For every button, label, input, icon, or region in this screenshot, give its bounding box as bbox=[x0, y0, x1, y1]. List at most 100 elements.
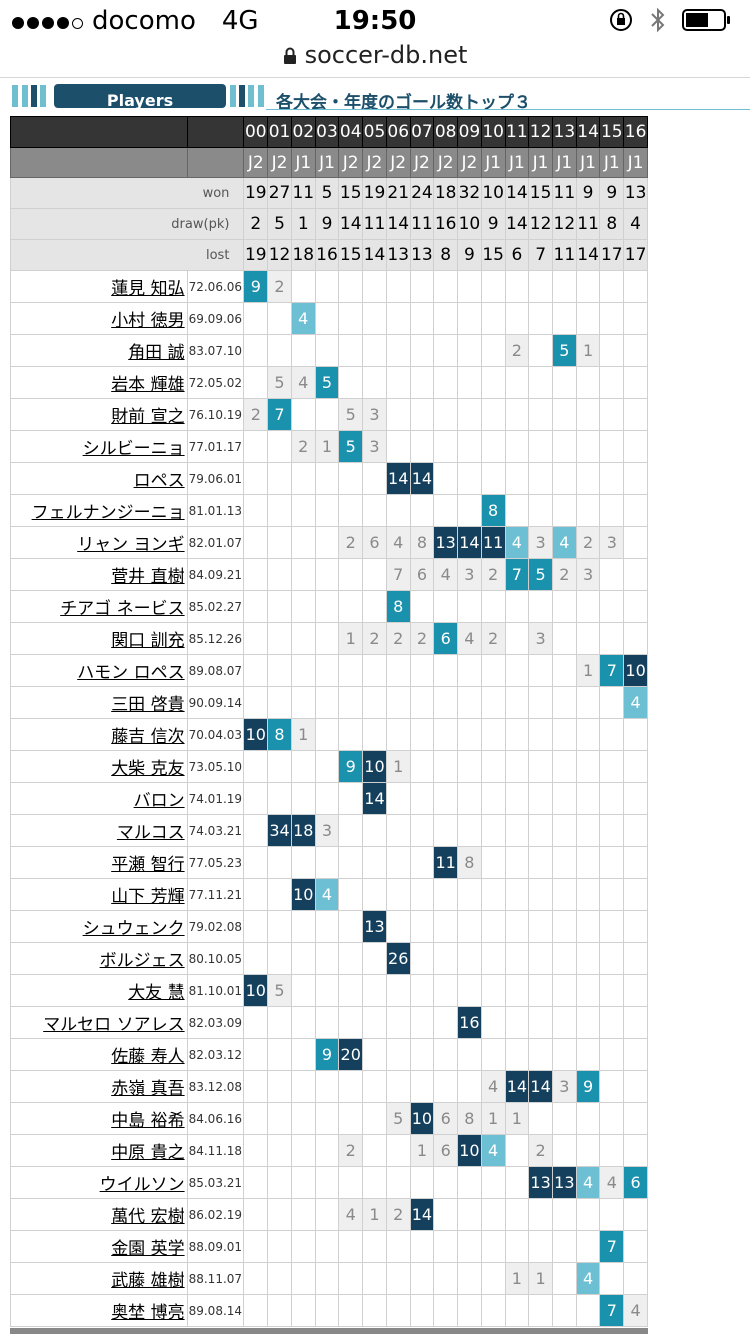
player-name-link[interactable]: 中島 裕希 bbox=[111, 1111, 185, 1131]
player-name-link[interactable]: 武藤 雄樹 bbox=[111, 1271, 185, 1291]
goal-cell bbox=[314, 1198, 340, 1231]
player-name-link[interactable]: 奥埜 博亮 bbox=[111, 1303, 185, 1323]
record-value: 12 bbox=[551, 208, 577, 240]
goal-cell: 4 bbox=[480, 1070, 506, 1103]
goal-cell bbox=[290, 1166, 316, 1199]
player-name-link[interactable]: マルコス bbox=[116, 823, 185, 843]
goal-cell bbox=[528, 398, 553, 431]
goal-cell bbox=[599, 782, 625, 815]
goal-cell: 2 bbox=[338, 1134, 364, 1167]
goal-cell bbox=[528, 366, 553, 399]
player-row: 関口 訓充 85.12.26 1 2 2 2 6 4 2 3 bbox=[10, 622, 648, 655]
player-name-link[interactable]: バロン bbox=[133, 791, 185, 811]
header-blank bbox=[10, 147, 188, 178]
goal-cell bbox=[314, 1134, 340, 1167]
player-name-link[interactable]: 萬代 宏樹 bbox=[111, 1207, 185, 1227]
players-tab[interactable]: Players bbox=[54, 84, 226, 108]
player-name-link[interactable]: シルビーニョ bbox=[82, 439, 185, 459]
goal-cell bbox=[599, 462, 625, 495]
player-name-link[interactable]: 角田 誠 bbox=[128, 343, 185, 363]
goal-cell bbox=[504, 846, 530, 879]
player-row: シルビーニョ 77.01.17 2 1 5 3 bbox=[10, 430, 648, 463]
goal-cell bbox=[623, 526, 648, 559]
player-name-link[interactable]: 関口 訓充 bbox=[111, 631, 185, 651]
goal-cell bbox=[338, 366, 364, 399]
goal-cell bbox=[267, 526, 292, 559]
record-value: 1 bbox=[290, 208, 316, 240]
player-name-link[interactable]: 平瀬 智行 bbox=[111, 855, 185, 875]
player-birthdate: 84.11.18 bbox=[186, 1134, 245, 1167]
goal-cell bbox=[314, 974, 340, 1007]
goal-cell bbox=[409, 910, 435, 943]
player-row: 中島 裕希 84.06.16 5 10 6 8 1 1 bbox=[10, 1102, 648, 1135]
player-name-link[interactable]: 財前 宣之 bbox=[111, 407, 185, 427]
goal-cell bbox=[409, 974, 435, 1007]
goal-cell bbox=[551, 462, 577, 495]
player-name-cell: 武藤 雄樹 bbox=[10, 1262, 188, 1295]
player-name-link[interactable]: マルセロ ソアレス bbox=[43, 1015, 185, 1035]
player-name-link[interactable]: 三田 啓貴 bbox=[111, 695, 185, 715]
goal-cell bbox=[243, 1134, 269, 1167]
player-name-link[interactable]: 蓮見 知弘 bbox=[111, 279, 185, 299]
year-cell: 07 bbox=[409, 116, 435, 148]
goal-cell bbox=[362, 462, 387, 495]
player-name-link[interactable]: ボルジェス bbox=[99, 951, 185, 971]
record-value: 14 bbox=[575, 239, 601, 271]
player-name-link[interactable]: 大柴 克友 bbox=[111, 759, 185, 779]
player-name-link[interactable]: 山下 芳輝 bbox=[111, 887, 185, 907]
goal-cell bbox=[409, 1006, 435, 1039]
goal-cell bbox=[457, 1262, 482, 1295]
goal-cell bbox=[551, 302, 577, 335]
goal-cell bbox=[480, 302, 506, 335]
player-name-link[interactable]: 赤嶺 真吾 bbox=[111, 1079, 185, 1099]
goal-cell bbox=[551, 1230, 577, 1263]
carrier-label: docomo bbox=[92, 6, 196, 36]
goal-cell bbox=[623, 558, 648, 591]
player-name-link[interactable]: 岩本 輝雄 bbox=[111, 375, 185, 395]
goal-cell bbox=[290, 1134, 316, 1167]
lock-icon bbox=[283, 47, 296, 64]
goal-cell bbox=[338, 1230, 364, 1263]
goal-cell bbox=[623, 750, 648, 783]
goal-cell bbox=[385, 1294, 411, 1327]
player-name-link[interactable]: 中原 貴之 bbox=[111, 1143, 185, 1163]
goal-cell bbox=[243, 846, 269, 879]
goal-cell: 5 bbox=[314, 366, 340, 399]
status-time: 19:50 bbox=[333, 6, 417, 36]
player-name-link[interactable]: シュウェンク bbox=[82, 919, 185, 939]
player-name-link[interactable]: ウイルソン bbox=[99, 1175, 185, 1195]
goal-cell bbox=[243, 686, 269, 719]
goal-cell bbox=[243, 942, 269, 975]
player-name-link[interactable]: 藤吉 信次 bbox=[111, 727, 185, 747]
goal-cell bbox=[480, 334, 506, 367]
player-name-link[interactable]: 大友 慧 bbox=[128, 983, 185, 1003]
goal-cell bbox=[290, 558, 316, 591]
player-name-link[interactable]: ハモン ロペス bbox=[77, 663, 185, 683]
goal-cell bbox=[599, 878, 625, 911]
player-name-link[interactable]: 金園 英学 bbox=[111, 1239, 185, 1259]
goal-cell: 16 bbox=[457, 1006, 482, 1039]
player-name-link[interactable]: 菅井 直樹 bbox=[111, 567, 185, 587]
goal-cell bbox=[409, 942, 435, 975]
player-name-cell: 大友 慧 bbox=[10, 974, 188, 1007]
goal-cell bbox=[480, 366, 506, 399]
goal-cell bbox=[623, 1070, 648, 1103]
goal-cell bbox=[338, 302, 364, 335]
goal-cell: 10 bbox=[457, 1134, 482, 1167]
goal-cell bbox=[623, 1230, 648, 1263]
goal-cell bbox=[362, 846, 387, 879]
player-name-link[interactable]: チアゴ ネービス bbox=[60, 599, 185, 619]
goal-cell bbox=[551, 654, 577, 687]
player-name-link[interactable]: ロペス bbox=[133, 471, 185, 491]
address-bar[interactable]: soccer-db.net bbox=[0, 40, 750, 74]
player-name-link[interactable]: 小村 徳男 bbox=[111, 311, 185, 331]
goal-cell bbox=[575, 430, 601, 463]
player-name-link[interactable]: フェルナンジーニョ bbox=[31, 503, 185, 523]
goal-cell bbox=[338, 782, 364, 815]
player-name-link[interactable]: 佐藤 寿人 bbox=[111, 1047, 185, 1067]
player-name-link[interactable]: リャン ヨンギ bbox=[77, 535, 185, 555]
goal-cell bbox=[267, 558, 292, 591]
player-row: 中原 貴之 84.11.18 2 1 6 10 4 2 bbox=[10, 1134, 648, 1167]
goal-cell bbox=[267, 1262, 292, 1295]
goal-cell bbox=[457, 974, 482, 1007]
